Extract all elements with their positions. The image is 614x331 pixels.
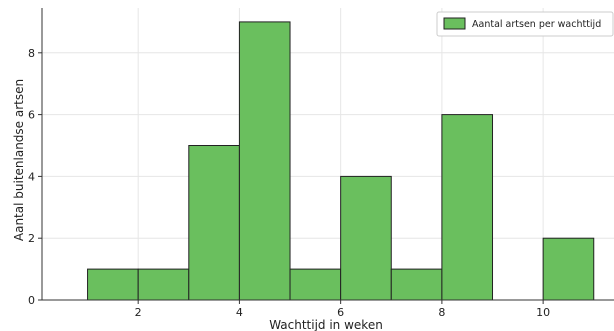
legend: Aantal artsen per wachttijd [436,11,614,37]
histogram-bar [289,268,342,301]
y-tick-label: 8 [28,47,35,60]
histogram-bar [441,114,494,301]
histogram-bar [87,268,139,301]
histogram-bar [340,175,392,301]
histogram-bar [137,268,190,301]
x-tick-label: 6 [337,306,344,319]
y-tick-label: 4 [28,170,35,183]
x-tick-label: 4 [236,306,243,319]
histogram-bar [188,145,240,301]
y-axis-label: Aantal buitenlandse artsen [12,79,26,241]
legend-swatch [443,17,466,30]
y-tick-labels: 0 2 4 6 8 [28,47,35,307]
x-tick-labels: 2 4 6 8 10 [135,306,550,319]
y-tick-label: 2 [28,232,35,245]
x-tick-label: 10 [536,306,550,319]
y-tick-label: 0 [28,294,35,307]
legend-box [436,11,614,37]
histogram-bar [542,237,595,301]
histogram-bar [238,21,291,301]
y-tick-label: 6 [28,109,35,122]
legend-label: Aantal artsen per wachttijd [472,19,601,30]
x-tick-label: 8 [438,306,445,319]
x-tick-label: 2 [135,306,142,319]
grid-lines [42,8,614,301]
histogram-bar [390,268,443,301]
axes [38,8,614,304]
x-axis-label: Wachttijd in weken [269,318,383,331]
